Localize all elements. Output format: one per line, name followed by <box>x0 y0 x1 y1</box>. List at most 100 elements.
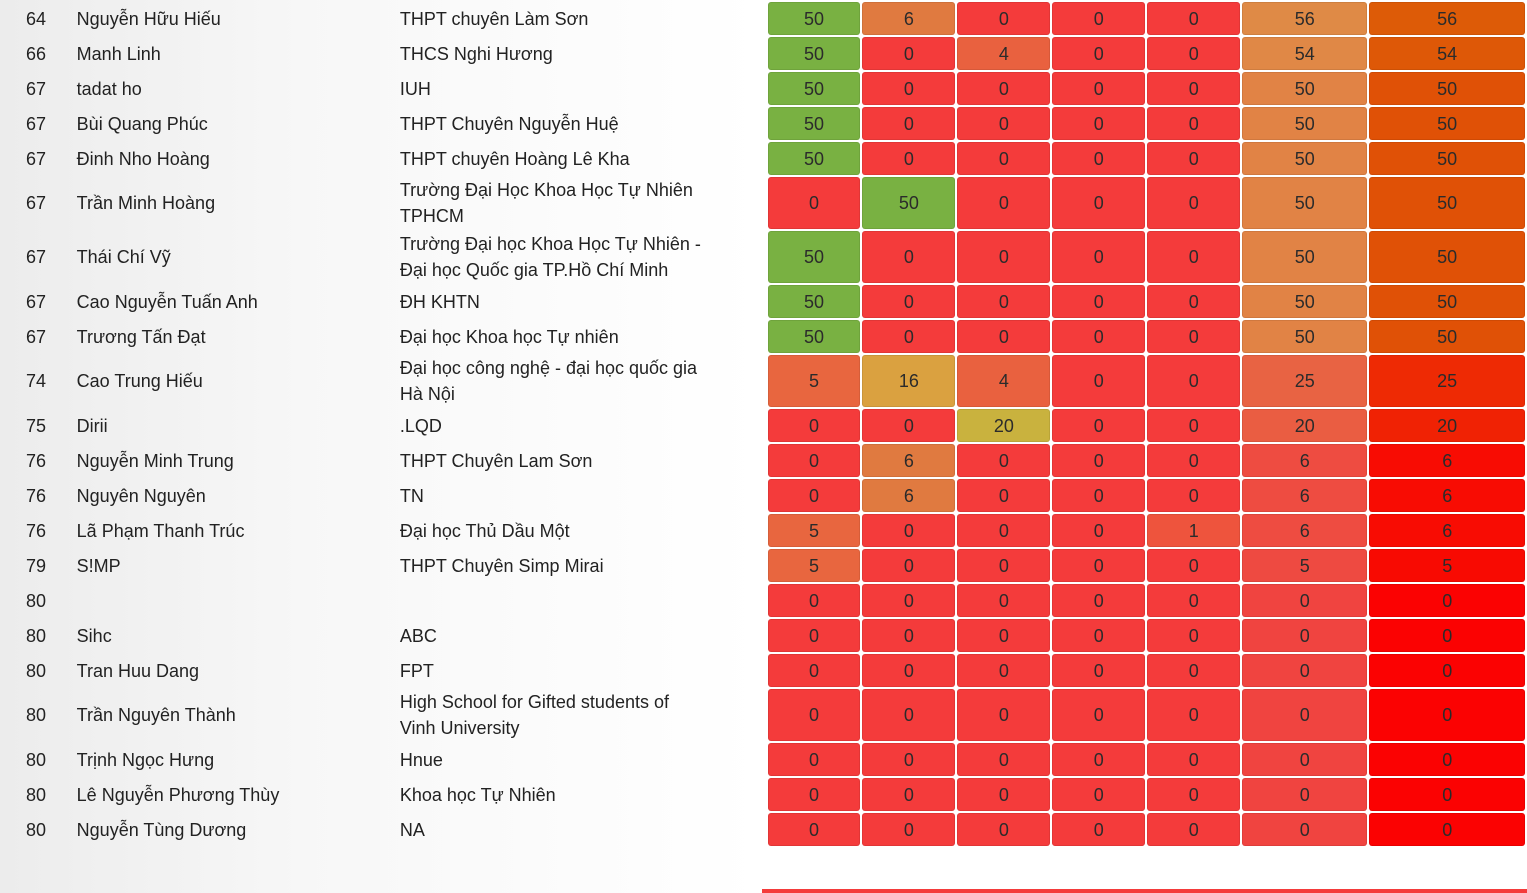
table-row: 80 Lê Nguyễn Phương Thùy Khoa học Tự Nhiên… <box>2 778 1525 811</box>
subtotal-score-cell: 50 <box>1242 285 1368 318</box>
problem-5-score-cell: 0 <box>1147 231 1241 283</box>
problem-5-score-cell: 0 <box>1147 355 1241 407</box>
problem-5-score-cell: 0 <box>1147 320 1241 353</box>
total-score-cell: 50 <box>1369 320 1525 353</box>
subtotal-score-cell: 6 <box>1242 444 1368 477</box>
contestant-name-cell: Trương Tấn Đạt <box>76 326 206 347</box>
next-row-edge <box>762 889 1527 893</box>
rank-cell: 75 <box>26 415 47 436</box>
table-row: 80 Nguyễn Tùng Dương NA 0 0 0 0 0 0 0 <box>2 813 1525 846</box>
total-score-cell: 54 <box>1369 37 1525 70</box>
problem-2-score-cell: 0 <box>862 813 956 846</box>
problem-1-score-cell: 0 <box>767 584 861 617</box>
problem-5-score-cell: 0 <box>1147 743 1241 776</box>
school-cell: FPT <box>399 660 434 681</box>
problem-4-score-cell: 0 <box>1052 285 1146 318</box>
rank-cell: 76 <box>26 485 47 506</box>
problem-3-score-cell: 0 <box>957 72 1051 105</box>
table-row: 74 Cao Trung Hiếu Đại học công nghệ - đại … <box>2 355 1525 407</box>
contestant-name-cell: Nguyễn Tùng Dương <box>76 819 247 840</box>
problem-4-score-cell: 0 <box>1052 778 1146 811</box>
problem-4-score-cell: 0 <box>1052 320 1146 353</box>
school-cell: THPT Chuyên Simp Mirai <box>399 555 604 576</box>
contestant-name-cell: Lã Phạm Thanh Trúc <box>76 520 245 541</box>
problem-1-score-cell: 50 <box>767 285 861 318</box>
problem-1-score-cell: 5 <box>767 355 861 407</box>
problem-1-score-cell: 0 <box>767 479 861 512</box>
problem-1-score-cell: 50 <box>767 72 861 105</box>
rank-cell: 80 <box>26 784 47 805</box>
problem-3-score-cell: 0 <box>957 813 1051 846</box>
problem-1-score-cell: 50 <box>767 37 861 70</box>
problem-4-score-cell: 0 <box>1052 2 1146 35</box>
subtotal-score-cell: 50 <box>1242 107 1368 140</box>
subtotal-score-cell: 25 <box>1242 355 1368 407</box>
school-cell: THPT Chuyên Lam Sơn <box>399 450 593 471</box>
problem-1-score-cell: 0 <box>767 619 861 652</box>
subtotal-score-cell: 50 <box>1242 177 1368 229</box>
table-row: 80 0 0 0 0 0 0 0 <box>2 584 1525 617</box>
table-row: 67 Cao Nguyễn Tuấn Anh ĐH KHTN 50 0 0 0 0 50 50 <box>2 285 1525 318</box>
problem-5-score-cell: 0 <box>1147 689 1241 741</box>
problem-3-score-cell: 0 <box>957 177 1051 229</box>
problem-4-score-cell: 0 <box>1052 444 1146 477</box>
school-cell: THPT chuyên Làm Sơn <box>399 8 589 29</box>
problem-2-score-cell: 0 <box>862 778 956 811</box>
problem-5-score-cell: 0 <box>1147 584 1241 617</box>
subtotal-score-cell: 54 <box>1242 37 1368 70</box>
problem-5-score-cell: 0 <box>1147 107 1241 140</box>
subtotal-score-cell: 0 <box>1242 813 1368 846</box>
problem-5-score-cell: 0 <box>1147 2 1241 35</box>
subtotal-score-cell: 6 <box>1242 479 1368 512</box>
table-row: 79 S!MP THPT Chuyên Simp Mirai 5 0 0 0 0 5 5 <box>2 549 1525 582</box>
problem-4-score-cell: 0 <box>1052 654 1146 687</box>
table-row: 64 Nguyễn Hữu Hiếu THPT chuyên Làm Sơn 50 6 0… <box>2 2 1525 35</box>
subtotal-score-cell: 50 <box>1242 72 1368 105</box>
problem-2-score-cell: 0 <box>862 689 956 741</box>
problem-2-score-cell: 0 <box>862 285 956 318</box>
problem-1-score-cell: 0 <box>767 689 861 741</box>
subtotal-score-cell: 50 <box>1242 320 1368 353</box>
rank-cell: 80 <box>26 590 47 611</box>
table-row: 66 Manh Linh THCS Nghi Hương 50 0 4 0 0 54 54 <box>2 37 1525 70</box>
problem-1-score-cell: 50 <box>767 107 861 140</box>
contestant-name-cell: Trịnh Ngọc Hưng <box>76 749 215 770</box>
school-cell: TN <box>399 485 424 506</box>
school-cell: THPT chuyên Hoàng Lê Kha <box>399 148 630 169</box>
problem-3-score-cell: 0 <box>957 619 1051 652</box>
problem-3-score-cell: 0 <box>957 743 1051 776</box>
problem-5-score-cell: 0 <box>1147 549 1241 582</box>
school-cell: THCS Nghi Hương <box>399 43 553 64</box>
subtotal-score-cell: 0 <box>1242 743 1368 776</box>
problem-4-score-cell: 0 <box>1052 231 1146 283</box>
total-score-cell: 6 <box>1369 479 1525 512</box>
problem-4-score-cell: 0 <box>1052 584 1146 617</box>
rank-cell: 74 <box>26 371 47 391</box>
rank-cell: 67 <box>26 326 47 347</box>
total-score-cell: 20 <box>1369 409 1525 442</box>
total-score-cell: 50 <box>1369 72 1525 105</box>
problem-2-score-cell: 0 <box>862 72 956 105</box>
problem-4-score-cell: 0 <box>1052 549 1146 582</box>
problem-1-score-cell: 0 <box>767 654 861 687</box>
school-cell <box>394 584 766 617</box>
rank-cell: 67 <box>26 291 47 312</box>
problem-1-score-cell: 50 <box>767 142 861 175</box>
problem-4-score-cell: 0 <box>1052 743 1146 776</box>
problem-4-score-cell: 0 <box>1052 107 1146 140</box>
problem-2-score-cell: 0 <box>862 107 956 140</box>
problem-2-score-cell: 0 <box>862 514 956 547</box>
problem-1-score-cell: 5 <box>767 514 861 547</box>
rank-cell: 79 <box>26 555 47 576</box>
table-row: 76 Nguyên Nguyên TN 0 6 0 0 0 6 6 <box>2 479 1525 512</box>
contestant-name-cell: Cao Nguyễn Tuấn Anh <box>76 291 258 312</box>
problem-5-score-cell: 0 <box>1147 813 1241 846</box>
rank-cell: 80 <box>26 819 47 840</box>
problem-3-score-cell: 0 <box>957 549 1051 582</box>
problem-5-score-cell: 0 <box>1147 479 1241 512</box>
problem-2-score-cell: 6 <box>862 479 956 512</box>
problem-5-score-cell: 0 <box>1147 619 1241 652</box>
problem-2-score-cell: 0 <box>862 37 956 70</box>
problem-3-score-cell: 0 <box>957 654 1051 687</box>
